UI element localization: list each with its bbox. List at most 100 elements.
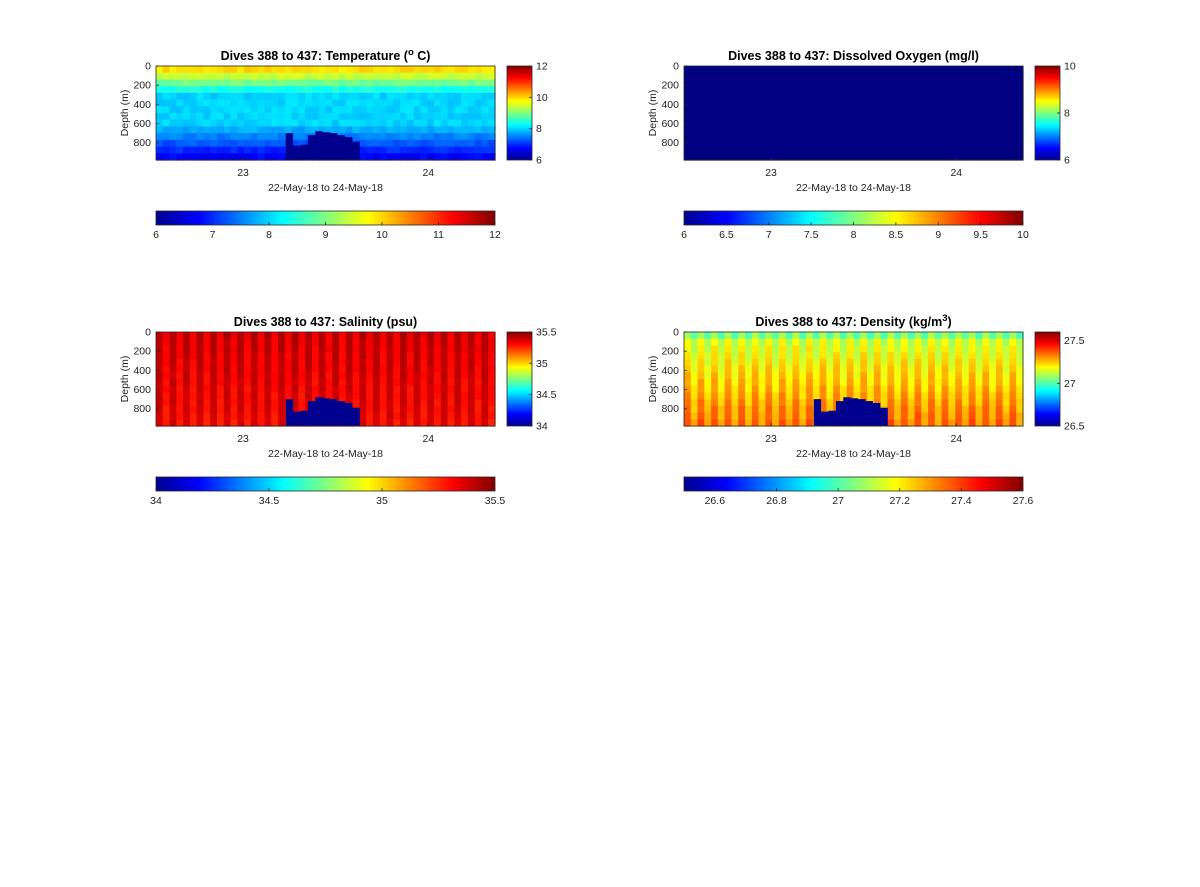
heatmap-cell (758, 146, 766, 154)
heatmap-cell (758, 79, 766, 87)
heatmap-cell (704, 365, 712, 373)
heatmap-cell (264, 139, 272, 148)
heatmap-cell (731, 332, 739, 340)
heatmap-cell (839, 385, 848, 394)
heatmap-cell (454, 92, 462, 101)
heatmap-cell (819, 66, 827, 74)
heatmap-cell (230, 338, 238, 347)
side-colorbar-label: 34 (536, 421, 548, 433)
heatmap-cell (1016, 392, 1024, 400)
heatmap-cell (690, 66, 699, 74)
heatmap-cell (860, 139, 868, 148)
heatmap-cell (772, 133, 780, 141)
heatmap-cell (1002, 153, 1011, 161)
heatmap-cell (278, 338, 286, 347)
heatmap-cell (955, 372, 963, 380)
heatmap-cell (427, 358, 435, 367)
heatmap-cell (873, 358, 882, 367)
heatmap-cell (203, 92, 211, 101)
heatmap-cell (948, 412, 956, 420)
heatmap-cell (237, 365, 245, 373)
heatmap-cell (968, 392, 977, 400)
heatmap-cell (264, 412, 272, 420)
heatmap-cell (826, 72, 834, 81)
heatmap-cell (907, 392, 916, 400)
heatmap-cell (325, 119, 333, 128)
heatmap-cell (386, 379, 394, 387)
x-tick-label: 23 (237, 433, 249, 445)
heatmap-cell (792, 66, 800, 74)
heatmap-cell (189, 66, 198, 74)
heatmap-cell (305, 372, 313, 380)
heatmap-cell (1009, 79, 1017, 87)
heatmap-cell (887, 358, 895, 367)
heatmap-cell (427, 146, 435, 154)
heatmap-cell (325, 99, 333, 107)
heatmap-cell (244, 352, 252, 360)
heatmap-cell (989, 405, 997, 414)
heatmap-cell (989, 133, 997, 141)
heatmap-cell (690, 372, 699, 380)
heatmap-cell (968, 419, 977, 427)
heatmap-cell (697, 372, 705, 380)
heatmap-cell (873, 352, 882, 360)
heatmap-cell (400, 113, 408, 121)
heatmap-cell (846, 79, 855, 87)
heatmap-cell (264, 379, 272, 387)
heatmap-cell (684, 126, 692, 134)
heatmap-cell (1002, 106, 1011, 114)
heatmap-cell (799, 66, 807, 74)
heatmap-cell (359, 345, 367, 353)
heatmap-cell (806, 338, 814, 347)
heatmap-cell (1009, 86, 1017, 94)
heatmap-cell (731, 372, 739, 380)
heatmap-cell (1009, 139, 1017, 148)
heatmap-cell (792, 72, 800, 81)
heatmap-cell (928, 106, 936, 114)
heatmap-cell (846, 372, 855, 380)
heatmap-cell (176, 86, 184, 94)
heatmap-cell (948, 66, 956, 74)
heatmap-cell (799, 332, 807, 340)
heatmap-cell (386, 126, 394, 134)
heatmap-cell (305, 92, 313, 101)
heatmap-cell (778, 372, 787, 380)
heatmap-cell (928, 385, 936, 394)
heatmap-cell (237, 399, 245, 407)
heatmap-cell (731, 412, 739, 420)
heatmap-cell (738, 412, 746, 420)
heatmap-cell (989, 365, 997, 373)
heatmap-cell (230, 419, 238, 427)
heatmap-cell (332, 106, 340, 114)
heatmap-cell (278, 345, 286, 353)
heatmap-cell (162, 352, 171, 360)
heatmap-cell (339, 332, 347, 340)
heatmap-cell (461, 392, 469, 400)
y-tick-label: 600 (133, 118, 151, 130)
heatmap-cell (697, 345, 705, 353)
heatmap-cell (738, 99, 746, 107)
heatmap-cell (860, 372, 868, 380)
heatmap-cell (400, 133, 408, 141)
heatmap-cell (751, 405, 760, 414)
heatmap-cell (339, 126, 347, 134)
heatmap-cell (189, 146, 198, 154)
heatmap-cell (461, 419, 469, 427)
heatmap-cell (223, 79, 232, 87)
heatmap-cell (332, 352, 340, 360)
heatmap-cell (1009, 133, 1017, 141)
heatmap-cell (305, 106, 313, 114)
heatmap-cell (778, 99, 787, 107)
heatmap-cell (690, 99, 699, 107)
heatmap-cell (934, 365, 943, 373)
heatmap-cell (217, 92, 225, 101)
heatmap-cell (772, 119, 780, 128)
heatmap-cell (481, 79, 489, 87)
heatmap-cell (833, 79, 841, 87)
heatmap-cell (461, 372, 469, 380)
heatmap-cell (792, 106, 800, 114)
heatmap-cell (785, 345, 794, 353)
heatmap-cell (704, 66, 712, 74)
heatmap-cell (894, 113, 902, 121)
heatmap-cell (873, 99, 882, 107)
